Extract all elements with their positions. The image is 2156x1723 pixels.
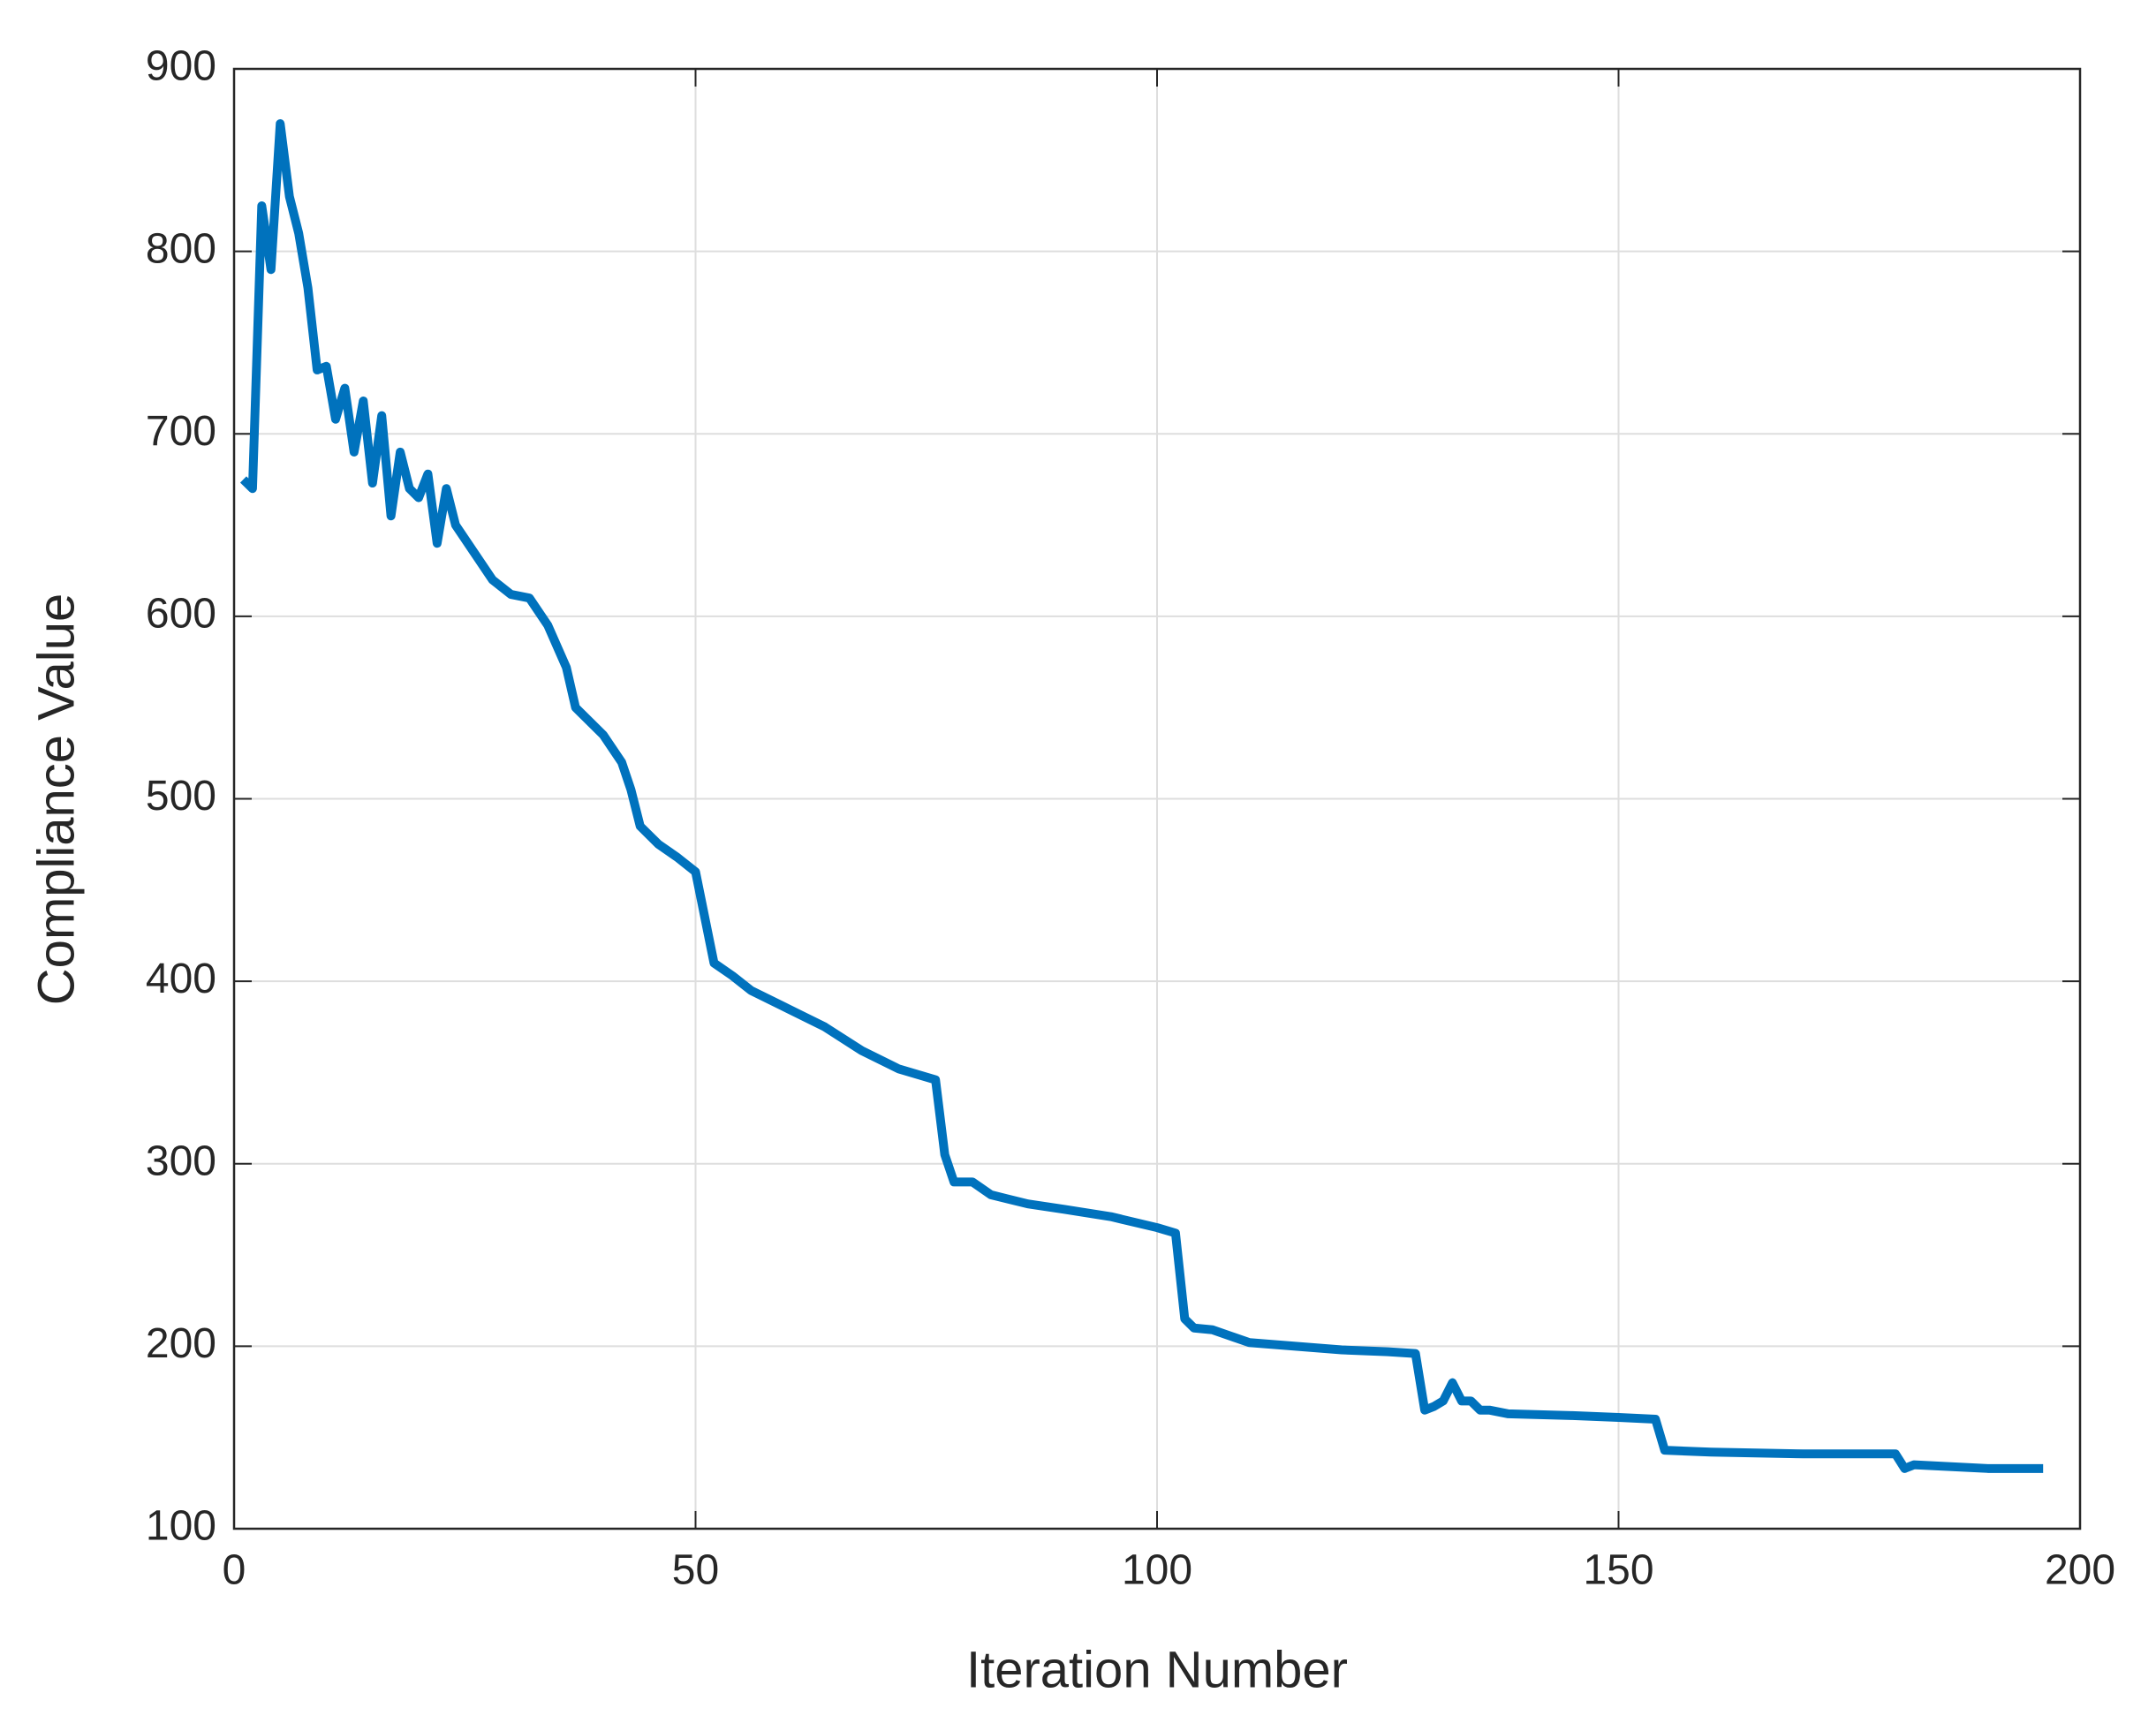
y-tick-label: 100 (146, 1503, 216, 1550)
plot-frame (232, 67, 2082, 1530)
x-tick-label: 200 (2045, 1547, 2115, 1594)
y-axis-label: Compliance Value (27, 593, 85, 1005)
x-tick-label: 50 (672, 1547, 719, 1594)
x-axis-label: Iteration Number (966, 1641, 1348, 1698)
y-tick-label: 200 (146, 1320, 216, 1367)
y-tick-label: 800 (146, 225, 216, 272)
x-tick-label: 150 (1583, 1547, 1653, 1594)
y-tick-label: 500 (146, 773, 216, 820)
line (239, 118, 2044, 1473)
x-tick-label: 0 (223, 1547, 246, 1594)
y-tick-label: 700 (146, 408, 216, 455)
y-tick-label: 400 (146, 956, 216, 1002)
y-tick-label: 900 (146, 43, 216, 90)
x-tick-label: 100 (1122, 1547, 1192, 1594)
y-tick-label: 600 (146, 591, 216, 638)
y-tick-label: 300 (146, 1137, 216, 1184)
